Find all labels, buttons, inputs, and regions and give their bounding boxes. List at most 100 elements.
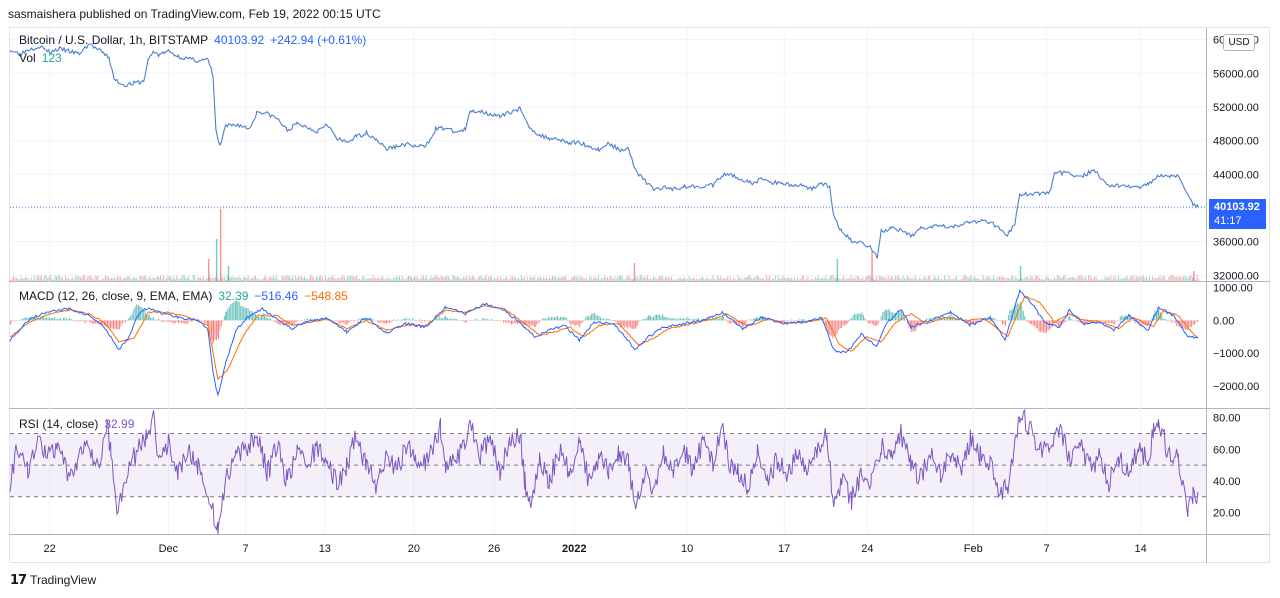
volume-bar xyxy=(246,278,248,281)
macd-histogram-bar xyxy=(638,320,640,322)
volume-bar xyxy=(164,279,166,281)
volume-bar xyxy=(1114,276,1116,281)
volume-bar xyxy=(641,275,643,281)
volume-bar xyxy=(191,279,193,281)
volume-bar xyxy=(93,279,95,281)
macd-histogram-bar xyxy=(540,320,542,321)
volume-bar xyxy=(978,278,980,281)
volume-bar xyxy=(531,277,533,281)
volume-bar xyxy=(39,276,41,281)
volume-bar xyxy=(439,277,441,281)
volume-bar xyxy=(1134,279,1136,281)
volume-bar xyxy=(707,278,709,281)
macd-histogram-bar xyxy=(574,320,576,326)
macd-histogram-bar xyxy=(880,316,882,321)
volume-bar xyxy=(203,276,205,281)
macd-histogram-bar xyxy=(681,319,683,321)
macd-histogram-bar xyxy=(1047,320,1049,331)
volume-bar xyxy=(1040,279,1042,281)
macd-histogram-bar xyxy=(253,313,255,321)
volume-bar xyxy=(64,275,66,281)
macd-histogram-bar xyxy=(910,320,912,332)
volume-bar xyxy=(966,276,968,281)
volume-bar xyxy=(608,278,610,281)
macd-histogram-bar xyxy=(864,318,866,321)
volume-bar xyxy=(94,275,96,281)
macd-histogram-bar xyxy=(551,317,553,321)
volume-bar xyxy=(528,279,530,281)
macd-histogram-bar xyxy=(890,312,892,321)
currency-button[interactable]: USD xyxy=(1223,34,1255,51)
macd-histogram-bar xyxy=(173,320,175,325)
symbol-title[interactable]: Bitcoin / U.S. Dollar, 1h, BITSTAMP xyxy=(19,33,209,47)
macd-histogram-bar xyxy=(67,319,69,321)
volume-bar xyxy=(127,275,129,281)
macd-histogram-bar xyxy=(92,320,94,324)
macd-histogram-bar xyxy=(11,320,13,322)
macd-histogram-bar xyxy=(539,320,541,323)
volume-bar xyxy=(211,278,213,281)
macd-histogram-bar xyxy=(696,318,698,321)
volume-bar xyxy=(234,278,236,281)
volume-bar xyxy=(985,276,987,281)
volume-bar xyxy=(14,277,16,281)
macd-histogram-bar xyxy=(1165,319,1167,321)
volume-bar xyxy=(921,279,923,281)
macd-histogram-bar xyxy=(548,316,550,321)
volume-bar xyxy=(832,275,834,281)
volume-bar xyxy=(121,279,123,281)
volume-bar xyxy=(583,278,585,281)
macd-histogram-bar xyxy=(57,319,59,321)
volume-bar xyxy=(1172,275,1174,281)
volume-bar xyxy=(1143,275,1145,281)
macd-title[interactable]: MACD (12, 26, close, 9, EMA, EMA) xyxy=(19,289,213,303)
volume-bar xyxy=(250,277,252,281)
volume-bar xyxy=(908,277,910,281)
volume-bar xyxy=(773,279,775,281)
volume-bar xyxy=(681,278,683,281)
volume-bar xyxy=(177,278,179,281)
volume-bar xyxy=(623,279,625,281)
macd-histogram-bar xyxy=(437,318,439,321)
volume-bar xyxy=(811,278,813,281)
volume-bar xyxy=(853,276,855,281)
footer-brand[interactable]: 17 TradingView xyxy=(10,571,96,589)
macd-histogram-bar xyxy=(84,320,86,323)
macd-histogram-bar xyxy=(301,320,303,321)
macd-histogram-bar xyxy=(51,317,53,321)
volume-bar xyxy=(791,277,793,281)
volume-bar xyxy=(1052,279,1054,281)
macd-histogram-bar xyxy=(515,320,517,324)
volume-bar xyxy=(936,278,938,281)
macd-histogram-bar xyxy=(425,320,427,322)
macd-histogram-bar xyxy=(85,320,87,323)
macd-histogram-bar xyxy=(247,308,249,321)
macd-histogram-bar xyxy=(676,318,678,321)
volume-bar xyxy=(375,278,377,281)
macd-histogram-bar xyxy=(896,312,898,321)
volume-bar xyxy=(347,275,349,281)
volume-bar xyxy=(136,277,138,281)
macd-histogram-bar xyxy=(1043,320,1045,334)
macd-histogram-bar xyxy=(488,319,490,321)
macd-histogram-bar xyxy=(874,320,876,326)
volume-bar xyxy=(1146,276,1148,281)
volume-bar xyxy=(473,276,475,281)
volume-bar xyxy=(1110,275,1112,281)
rsi-title[interactable]: RSI (14, close) xyxy=(19,417,99,431)
volume-bar xyxy=(115,279,117,281)
volume-bar xyxy=(32,279,34,281)
volume-bar xyxy=(598,275,600,281)
macd-histogram-bar xyxy=(334,320,336,322)
macd-histogram-bar xyxy=(803,319,805,321)
macd-histogram-bar xyxy=(853,313,855,321)
volume-bar xyxy=(1137,277,1139,281)
macd-histogram-bar xyxy=(250,310,252,321)
macd-histogram-bar xyxy=(766,319,768,321)
macd-histogram-bar xyxy=(134,306,136,321)
volume-bar xyxy=(840,279,842,281)
macd-histogram-bar xyxy=(54,317,56,321)
volume-bar xyxy=(109,278,111,281)
volume-bar xyxy=(170,275,172,281)
